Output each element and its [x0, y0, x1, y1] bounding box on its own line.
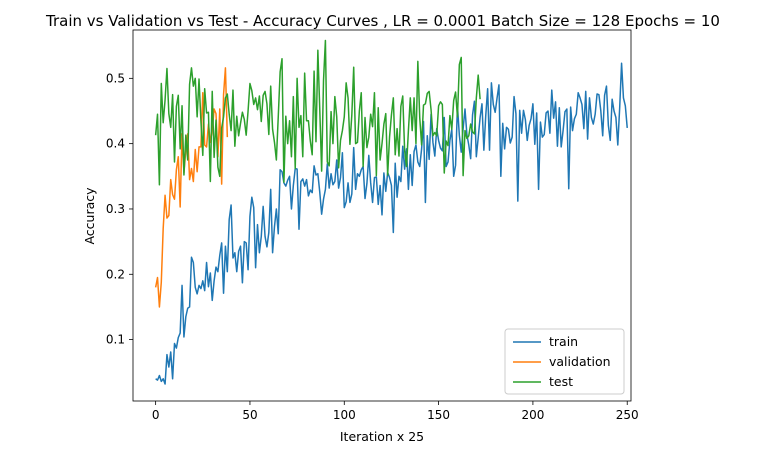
- x-tick-label: 250: [616, 408, 639, 422]
- x-tick-label: 100: [333, 408, 356, 422]
- chart-title: Train vs Validation vs Test - Accuracy C…: [45, 12, 720, 30]
- series-lines: [154, 39, 628, 385]
- series-line-test: [154, 39, 481, 186]
- y-tick-label: 0.4: [106, 137, 125, 151]
- x-tick-label: 150: [427, 408, 450, 422]
- plot-frame: [132, 29, 632, 402]
- legend-box: [504, 328, 625, 395]
- legend-label-train: train: [549, 334, 578, 349]
- x-tick-label: 50: [242, 408, 257, 422]
- x-axis-ticks: 0 50 100 150 200 250: [152, 401, 639, 422]
- series-line-validation: [154, 67, 229, 308]
- x-tick-label: 0: [152, 408, 160, 422]
- legend-label-validation: validation: [549, 354, 611, 369]
- legend-label-test: test: [549, 374, 573, 389]
- x-axis-label: Iteration x 25: [340, 429, 424, 444]
- y-tick-label: 0.2: [106, 267, 125, 281]
- y-axis-label: Accuracy: [82, 187, 97, 245]
- x-tick-label: 200: [521, 408, 544, 422]
- y-axis-ticks: 0.1 0.2 0.3 0.4 0.5: [106, 71, 133, 347]
- y-tick-label: 0.5: [106, 71, 125, 85]
- series-line-train: [155, 62, 628, 385]
- legend: train validation test: [504, 328, 625, 395]
- y-tick-label: 0.3: [106, 202, 125, 216]
- y-tick-label: 0.1: [106, 333, 125, 347]
